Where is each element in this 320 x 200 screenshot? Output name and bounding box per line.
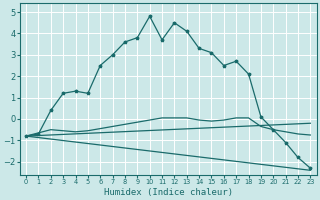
X-axis label: Humidex (Indice chaleur): Humidex (Indice chaleur) — [104, 188, 233, 197]
